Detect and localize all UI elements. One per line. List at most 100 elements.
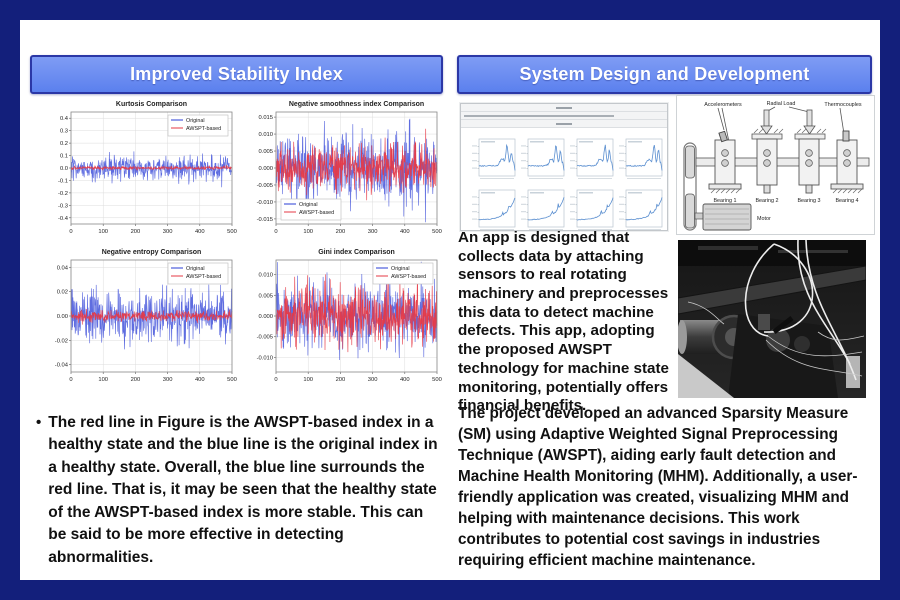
label-bearing4: Bearing 4 — [835, 198, 858, 204]
svg-text:100: 100 — [303, 377, 313, 383]
svg-text:Original: Original — [391, 266, 410, 272]
diagram-motor — [694, 203, 752, 231]
svg-text:0.0: 0.0 — [60, 166, 68, 172]
svg-text:-0.3: -0.3 — [58, 203, 68, 209]
svg-text:400: 400 — [400, 229, 410, 235]
svg-text:-0.2: -0.2 — [58, 191, 68, 197]
svg-text:Negative entropy Comparison: Negative entropy Comparison — [102, 249, 202, 256]
svg-text:-0.005: -0.005 — [257, 183, 273, 189]
label-thermocouples: Thermocouples — [824, 102, 861, 108]
svg-text:Negative smoothness index Comp: Negative smoothness index Comparison — [289, 101, 424, 108]
svg-text:Gini index Comparison: Gini index Comparison — [318, 249, 395, 256]
svg-text:Original: Original — [186, 118, 205, 124]
svg-text:0.010: 0.010 — [258, 132, 273, 138]
svg-text:200: 200 — [336, 377, 346, 383]
right-panel-title: System Design and Development — [519, 64, 810, 84]
svg-text:0.4: 0.4 — [60, 116, 69, 122]
svg-text:200: 200 — [131, 229, 141, 235]
svg-text:0.1: 0.1 — [60, 154, 68, 160]
machinery-photo-svg — [677, 239, 867, 398]
svg-text:0.005: 0.005 — [258, 293, 273, 299]
svg-text:300: 300 — [368, 229, 378, 235]
svg-text:AWSPT-based: AWSPT-based — [186, 126, 221, 132]
chart-negative-entropy-comparison: Negative entropy Comparison 0.04 0.02 0.00 -… — [35, 245, 238, 391]
svg-text:400: 400 — [195, 229, 205, 235]
chart-negative-smoothness-comparison: Negative smoothness index Comparison 0.01… — [240, 97, 443, 243]
svg-text:Original: Original — [299, 202, 318, 208]
svg-text:-0.015: -0.015 — [257, 217, 273, 223]
bullet-marker: • — [36, 414, 42, 431]
svg-text:300: 300 — [163, 377, 173, 383]
svg-text:0.005: 0.005 — [258, 149, 273, 155]
svg-text:Original: Original — [186, 266, 205, 272]
svg-text:0: 0 — [274, 377, 277, 383]
svg-text:0: 0 — [69, 377, 72, 383]
monitoring-app-screenshot — [460, 103, 668, 231]
diagram-belt-pulley — [683, 142, 697, 231]
chart-kurtosis-comparison: Kurtosis Comparison 0.4 0.3 0.2 0.1 0.0 -0.1 -0… — [35, 97, 238, 243]
svg-text:0.000: 0.000 — [258, 314, 273, 320]
stability-index-figure: Kurtosis Comparison 0.4 0.3 0.2 0.1 0.0 -0.1 -0… — [35, 97, 443, 391]
svg-text:AWSPT-based: AWSPT-based — [391, 274, 426, 280]
app-mini-chart — [618, 134, 664, 182]
svg-text:-0.1: -0.1 — [58, 178, 68, 184]
app-note-text: An app is designed that collects data by… — [458, 229, 669, 415]
left-panel-title: Improved Stability Index — [130, 64, 343, 84]
svg-text:-0.010: -0.010 — [257, 200, 273, 206]
svg-text:Kurtosis Comparison: Kurtosis Comparison — [116, 101, 187, 108]
svg-text:-0.005: -0.005 — [257, 335, 273, 341]
svg-text:500: 500 — [432, 377, 442, 383]
svg-text:200: 200 — [131, 377, 141, 383]
svg-text:-0.4: -0.4 — [58, 216, 69, 222]
diagram-shaft — [695, 157, 870, 167]
app-toolbar-text-chip — [556, 122, 572, 125]
svg-text:0.010: 0.010 — [258, 273, 273, 279]
svg-text:300: 300 — [163, 229, 173, 235]
bearing-rig-diagram: Accelerometers Radial Load Thermocouples… — [676, 95, 875, 235]
svg-text:500: 500 — [227, 377, 237, 383]
svg-text:AWSPT-based: AWSPT-based — [299, 210, 334, 216]
app-title-text-chip — [556, 106, 572, 109]
svg-text:0.015: 0.015 — [258, 115, 273, 121]
svg-text:100: 100 — [303, 229, 313, 235]
label-radial-load: Radial Load — [767, 101, 796, 107]
svg-text:0.000: 0.000 — [258, 166, 273, 172]
project-summary-text: The project developed an advanced Sparsi… — [458, 405, 858, 569]
sensor-cables — [744, 239, 857, 381]
svg-text:0.3: 0.3 — [60, 129, 68, 135]
app-mini-chart — [471, 185, 517, 233]
app-path-bar — [461, 112, 667, 120]
svg-text:0: 0 — [69, 229, 72, 235]
svg-text:0.2: 0.2 — [60, 141, 68, 147]
app-mini-chart — [569, 185, 615, 233]
diagram-radial-load-arrows — [751, 109, 826, 140]
machinery-photo — [677, 239, 867, 398]
app-mini-chart — [569, 134, 615, 182]
diagram-leader-lines — [717, 106, 845, 143]
app-mini-chart-grid — [461, 128, 667, 233]
app-title-bar — [461, 104, 667, 112]
svg-text:0: 0 — [274, 229, 277, 235]
svg-text:400: 400 — [195, 377, 205, 383]
svg-text:400: 400 — [400, 377, 410, 383]
svg-text:0.04: 0.04 — [57, 265, 69, 271]
app-mini-chart — [471, 134, 517, 182]
diagram-bearing-sensors — [721, 149, 851, 167]
svg-text:100: 100 — [98, 229, 108, 235]
diagram-hatching — [710, 128, 863, 194]
label-bearing2: Bearing 2 — [755, 198, 778, 204]
svg-text:100: 100 — [98, 377, 108, 383]
label-motor: Motor — [757, 216, 771, 222]
left-findings-bullet: • The red line in Figure is the AWSPT-ba… — [36, 412, 444, 569]
app-mini-chart — [520, 134, 566, 182]
label-bearing1: Bearing 1 — [713, 198, 736, 204]
left-findings-text: The red line in Figure is the AWSPT-base… — [48, 414, 438, 566]
label-bearing3: Bearing 3 — [797, 198, 820, 204]
svg-text:0.02: 0.02 — [57, 290, 68, 296]
svg-text:500: 500 — [227, 229, 237, 235]
app-mini-chart — [520, 185, 566, 233]
svg-text:0.00: 0.00 — [57, 314, 68, 320]
svg-text:-0.02: -0.02 — [55, 338, 68, 344]
left-panel-header: Improved Stability Index — [30, 55, 443, 94]
